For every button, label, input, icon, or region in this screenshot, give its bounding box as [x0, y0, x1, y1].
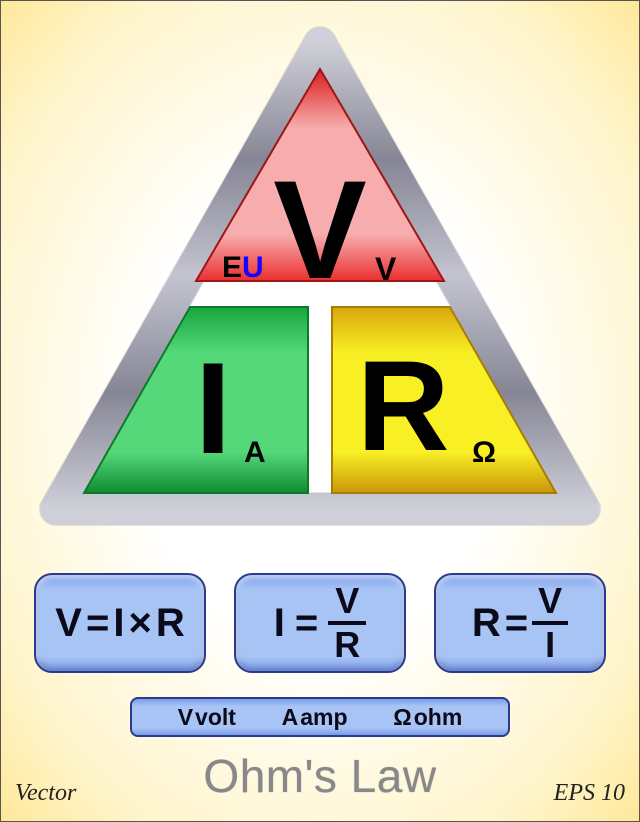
formula-a: I — [113, 603, 124, 643]
fraction-numerator: V — [532, 583, 568, 621]
unit-ohm: Ωohm — [393, 704, 462, 731]
fraction: V R — [328, 583, 366, 663]
formula-b: R — [156, 603, 185, 643]
voltage-symbol: V — [273, 160, 366, 300]
formula-lhs: I — [274, 603, 285, 643]
unit-volt: Vvolt — [178, 704, 236, 731]
formula-voltage: V=I×R — [34, 573, 206, 673]
current-symbol: I — [195, 343, 231, 473]
voltage-alt-e: E — [222, 251, 242, 284]
fraction-denominator: R — [328, 625, 366, 663]
formula-row: V=I×R I = V R R= V I — [1, 573, 639, 673]
fraction: V I — [532, 583, 568, 663]
ohms-triangle: V V EU I A R Ω — [30, 25, 610, 545]
fraction-numerator: V — [329, 583, 365, 621]
units-legend: Vvolt Aamp Ωohm — [130, 697, 510, 737]
footer-right-label: EPS 10 — [554, 780, 625, 807]
ohms-law-infographic: V V EU I A R Ω V=I×R I = V R — [0, 0, 640, 822]
resistance-symbol: R — [357, 343, 449, 471]
equals-sign: = — [505, 603, 528, 643]
unit-amp: Aamp — [282, 704, 348, 731]
times-sign: × — [128, 603, 151, 643]
equals-sign: = — [86, 603, 109, 643]
formula-lhs: V — [55, 603, 82, 643]
voltage-unit-subscript: V — [375, 253, 396, 285]
page-title: Ohm's Law — [203, 749, 436, 803]
resistance-unit-subscript: Ω — [472, 438, 496, 468]
formula-lhs: R — [472, 603, 501, 643]
formula-current: I = V R — [234, 573, 406, 673]
current-unit-subscript: A — [244, 438, 266, 468]
equals-sign: = — [295, 603, 318, 643]
voltage-alt-u: U — [242, 251, 264, 284]
voltage-alt-symbols: EU — [222, 253, 264, 283]
footer-left-label: Vector — [15, 780, 76, 807]
formula-resistance: R= V I — [434, 573, 606, 673]
fraction-denominator: I — [539, 625, 561, 663]
